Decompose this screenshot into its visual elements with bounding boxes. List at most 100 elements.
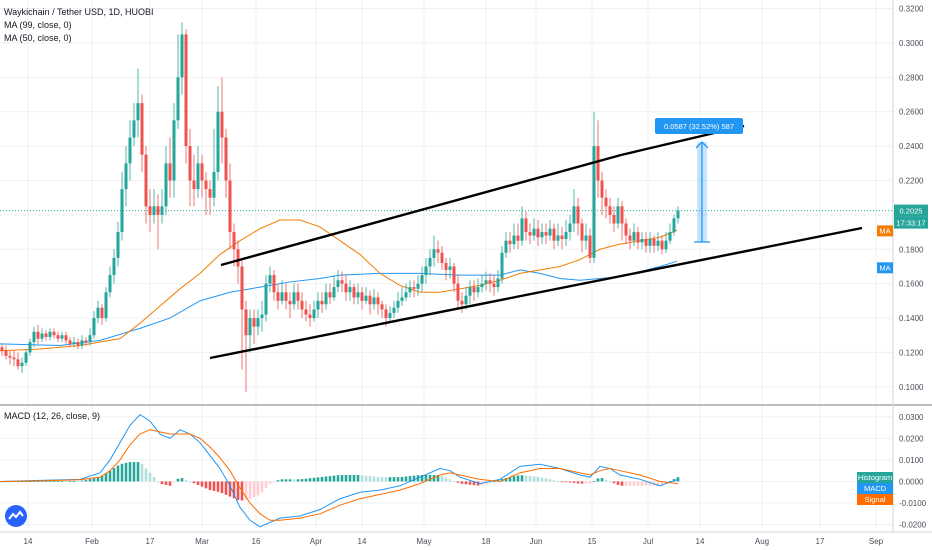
candle [160,189,164,224]
candle [4,345,8,360]
candle-body [32,331,36,343]
candle [288,292,292,319]
histogram-bar [248,481,252,499]
candle [652,235,656,253]
measure-label: 0.0587 (32.52%) 587 [664,122,734,131]
candle-body [424,266,428,276]
candle-body [648,238,652,246]
candle-body [512,235,516,245]
histogram-bar [288,479,292,482]
candle-body [656,240,660,246]
histogram-bar [292,479,296,482]
candle [500,245,504,284]
candle [72,336,76,348]
candle [248,309,252,353]
candle-body [180,34,184,78]
candle-body [528,232,532,236]
candle [92,311,96,339]
candle [656,232,660,251]
date-tick-label: 16 [252,537,261,546]
candle [76,338,80,349]
candle [544,223,548,245]
candle [424,257,428,284]
candle-body [464,295,468,305]
candle [508,232,512,253]
candle [280,280,284,305]
histogram-bar [108,470,112,482]
macd-legend-label[interactable]: MACD (12, 26, close, 9) [4,411,101,421]
ma50-legend[interactable]: MA (50, close, 0) [4,33,72,43]
histogram-bar [296,479,300,482]
candle [196,146,200,198]
histogram-bar [344,475,348,482]
candle [356,283,360,305]
candle-body [556,235,560,241]
candle-body [332,287,336,298]
histogram-bar [320,476,324,482]
candle-body [448,266,452,270]
histogram-bar [28,481,32,482]
histogram-bar [460,481,464,484]
candle [548,220,552,241]
date-tick-label: 14 [358,537,367,546]
histogram-bar [32,481,36,482]
candle-body [68,340,72,344]
macd-tick-label: -0.0200 [899,521,927,530]
histogram-bar [560,481,564,483]
histogram-bar [612,481,616,484]
candle [164,146,168,215]
upper-trendline [220,153,622,267]
symbol-title[interactable]: Waykichain / Tether USD, 1D, HUOBI [4,7,154,17]
candle-body [328,292,332,298]
candle [188,128,192,207]
candle [660,235,664,255]
candle [120,171,124,241]
ma99-tag-box [877,262,893,274]
histogram-bar [168,481,172,486]
candle-body [240,266,244,310]
candle [456,275,460,310]
candle [52,328,56,339]
candle [360,287,364,310]
histogram-bar [620,481,624,486]
candle [56,331,60,343]
histogram-bar [40,481,44,482]
histogram-bar [104,473,108,482]
candle [372,288,376,310]
candle-body [596,146,600,181]
histogram-bar [528,476,532,482]
histogram-bar [580,481,584,484]
candle-body [516,235,520,241]
histogram-bar [328,476,332,482]
candle-body [192,180,196,190]
candle-body [128,137,132,164]
ma99-legend[interactable]: MA (99, close, 0) [4,20,72,30]
candle-body [396,300,400,308]
histogram-bar [204,481,208,489]
histogram-bar [196,481,200,485]
candle-body [308,314,312,319]
histogram-bar [84,479,88,482]
candle [216,85,220,181]
histogram-bar [488,481,492,483]
macd-tag: MACD [857,483,893,494]
histogram-bar [128,462,132,482]
histogram-bar [164,481,168,485]
date-tick-label: Jun [530,537,543,546]
candle [264,275,268,322]
candle [520,206,524,246]
candle-body [16,359,20,367]
candle [476,278,480,298]
candle [16,352,20,370]
candle [428,249,432,276]
histogram-bar [596,478,600,482]
candle [200,154,204,198]
histogram-bar [208,481,212,491]
date-tick-label: 17 [816,537,825,546]
candle-body [672,218,676,233]
histogram-bar [552,480,556,482]
candle-body [256,318,260,327]
histogram-bar [144,468,148,482]
candle-body [248,318,252,336]
